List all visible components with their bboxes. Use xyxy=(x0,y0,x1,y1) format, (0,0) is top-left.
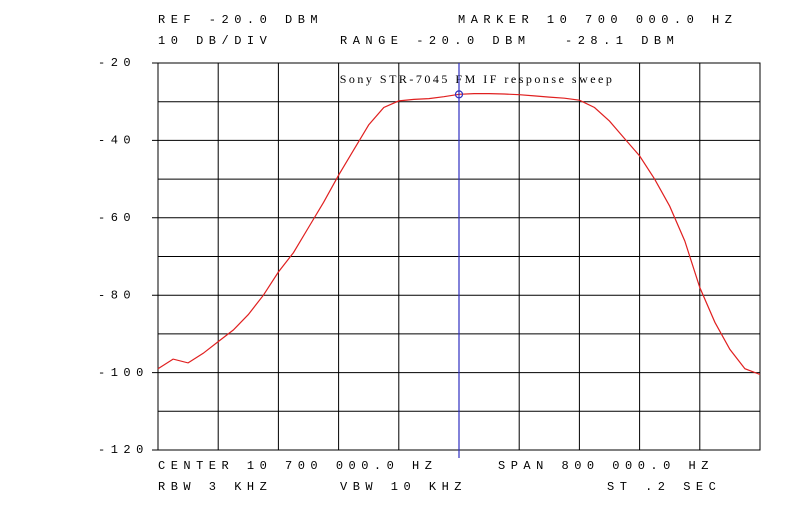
y-tick-label: -80 xyxy=(98,288,136,302)
y-tick-label: -20 xyxy=(98,56,136,70)
y-tick-label: -120 xyxy=(98,443,149,457)
marker-point xyxy=(454,90,464,99)
range: RANGE -20.0 DBM xyxy=(340,34,531,48)
marker-frequency: MARKER 10 700 000.0 HZ xyxy=(458,13,737,27)
marker-level: -28.1 DBM xyxy=(565,34,679,48)
chart-title: Sony STR-7045 FM IF response sweep xyxy=(340,72,615,86)
center-frequency: CENTER 10 700 000.0 HZ xyxy=(158,459,437,473)
y-tick-label: -60 xyxy=(98,211,136,225)
rbw: RBW 3 KHZ xyxy=(158,480,272,494)
y-tick-label: -40 xyxy=(98,134,136,148)
sweep-time: ST .2 SEC xyxy=(607,480,721,494)
vbw: VBW 10 KHZ xyxy=(340,480,467,494)
y-tick-label: -100 xyxy=(98,366,149,380)
scale: 10 DB/DIV xyxy=(158,34,272,48)
ref-level: REF -20.0 DBM xyxy=(158,13,323,27)
span: SPAN 800 000.0 HZ xyxy=(498,459,714,473)
